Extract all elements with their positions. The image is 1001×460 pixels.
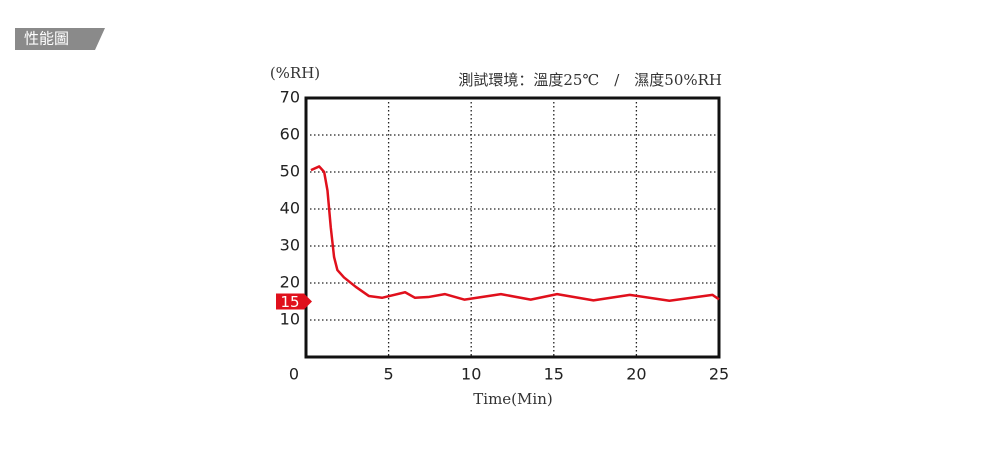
y-tick-label: 60 [280, 125, 300, 144]
x-tick-label: 5 [384, 365, 394, 384]
x-tick-label: 15 [544, 365, 564, 384]
x-axis-label: Time(Min) [473, 390, 552, 408]
x-tick-label: 25 [709, 365, 729, 384]
x-tick-label: 10 [461, 365, 481, 384]
chart-title: 測試環境：溫度25℃ / 濕度50%RH [458, 71, 722, 89]
data-line [310, 165, 720, 303]
y-tick-label: 40 [280, 199, 300, 218]
reference-label: 15 [280, 293, 299, 311]
plot-frame [304, 96, 721, 359]
badge [15, 28, 105, 50]
y-tick-label: 20 [280, 273, 300, 292]
y-tick-label: 70 [280, 88, 300, 107]
y-axis-label: (%RH) [270, 64, 320, 82]
x-tick-label: 20 [626, 365, 646, 384]
y-tick-label: 10 [280, 310, 300, 329]
y-tick-label: 30 [280, 236, 300, 255]
section-label: 性能圖 [24, 30, 69, 48]
reference-marker [276, 293, 312, 310]
x-tick-label: 0 [289, 365, 299, 384]
y-tick-label: 50 [280, 162, 300, 181]
